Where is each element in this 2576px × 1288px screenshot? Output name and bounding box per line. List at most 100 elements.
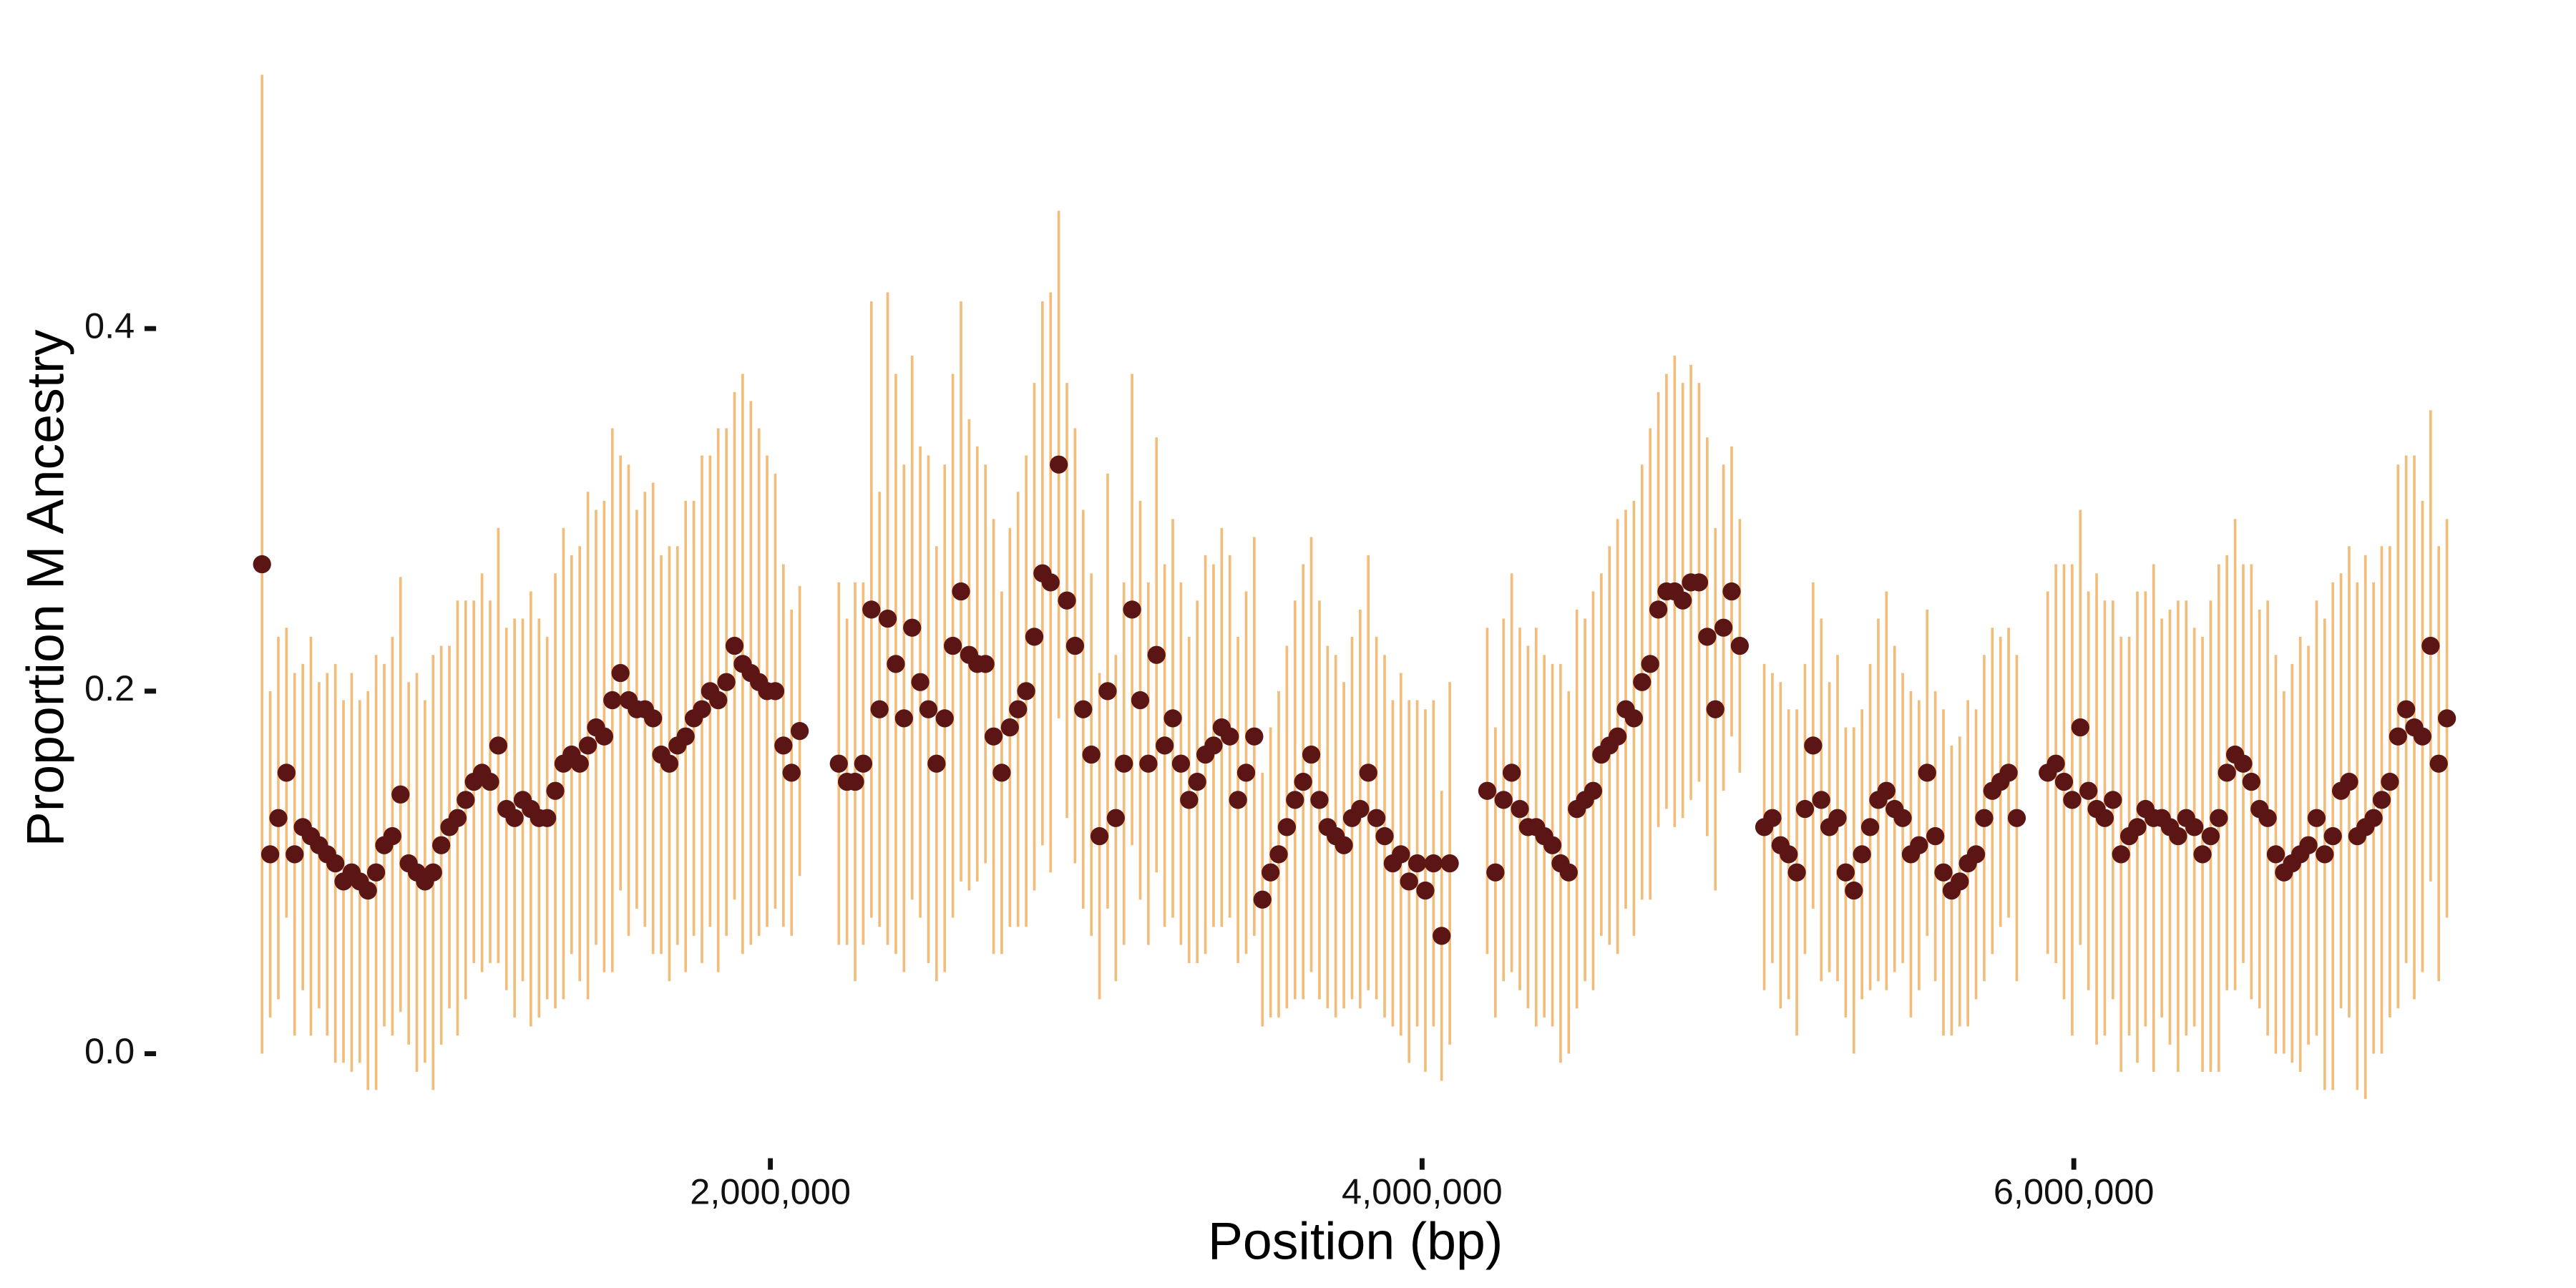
point xyxy=(1706,700,1724,718)
point xyxy=(2381,772,2399,791)
point xyxy=(1147,645,1166,664)
point xyxy=(1074,700,1093,718)
x-tick-label: 2,000,000 xyxy=(690,1171,851,1211)
point xyxy=(1236,763,1256,782)
point xyxy=(2007,809,2026,827)
point xyxy=(1975,809,1994,827)
point xyxy=(1131,691,1150,710)
y-tick-label: 0.0 xyxy=(84,1030,135,1071)
point xyxy=(709,691,728,710)
point xyxy=(1302,745,1321,764)
point xyxy=(2071,718,2089,737)
point xyxy=(570,754,589,773)
point xyxy=(1392,845,1410,864)
point xyxy=(1543,836,1562,854)
point xyxy=(2307,809,2326,827)
point xyxy=(846,772,864,791)
point xyxy=(1440,854,1459,873)
point xyxy=(2340,772,2358,791)
point xyxy=(1424,854,1443,873)
point xyxy=(1795,799,1815,819)
point xyxy=(676,727,695,746)
point xyxy=(1269,845,1288,864)
point xyxy=(358,881,377,900)
point xyxy=(894,709,913,728)
point xyxy=(1877,781,1896,800)
point xyxy=(2218,763,2236,782)
point xyxy=(1163,709,1182,728)
point xyxy=(1115,754,1133,773)
point xyxy=(976,655,995,673)
point xyxy=(286,845,304,864)
x-tick-label: 6,000,000 xyxy=(1994,1171,2155,1211)
point xyxy=(1804,736,1823,755)
point xyxy=(277,763,296,782)
point xyxy=(1065,636,1085,655)
point xyxy=(1359,763,1377,782)
point xyxy=(489,736,507,755)
point xyxy=(505,809,524,827)
point xyxy=(1674,591,1692,610)
point xyxy=(725,636,744,655)
point xyxy=(1860,818,1880,836)
point xyxy=(1294,772,1312,791)
point xyxy=(887,655,905,673)
point xyxy=(1221,727,1239,746)
point xyxy=(2242,772,2260,791)
point xyxy=(269,809,288,827)
point xyxy=(1058,591,1076,610)
point xyxy=(992,763,1011,782)
point xyxy=(2397,700,2416,718)
point xyxy=(878,609,897,628)
point xyxy=(944,636,962,655)
point xyxy=(919,700,938,718)
x-axis-title: Position (bp) xyxy=(1208,1211,1503,1271)
point xyxy=(595,727,613,746)
point xyxy=(1188,772,1206,791)
point xyxy=(1584,781,1603,800)
point xyxy=(2046,754,2065,773)
point xyxy=(1633,673,1652,691)
point xyxy=(603,691,622,710)
point xyxy=(2128,818,2147,836)
point xyxy=(1918,763,1936,782)
point xyxy=(2104,791,2122,809)
point xyxy=(1845,881,1863,900)
point xyxy=(1082,745,1101,764)
point xyxy=(1478,781,1497,800)
point xyxy=(1277,818,1297,836)
point xyxy=(1828,809,1847,827)
point xyxy=(1335,836,1353,854)
point xyxy=(903,618,922,637)
point xyxy=(1090,826,1109,846)
point xyxy=(2210,809,2228,827)
point xyxy=(1180,791,1199,809)
point xyxy=(1853,845,1871,864)
point xyxy=(1624,709,1644,728)
point xyxy=(1714,618,1733,637)
point xyxy=(1433,927,1451,945)
point xyxy=(1893,809,1912,827)
point xyxy=(1722,582,1741,601)
point xyxy=(1780,845,1798,864)
point xyxy=(1123,600,1141,619)
point xyxy=(2299,836,2318,854)
point xyxy=(2437,709,2457,728)
point xyxy=(790,721,809,741)
point xyxy=(717,673,736,691)
point xyxy=(457,791,475,809)
point xyxy=(366,863,386,882)
point xyxy=(1999,763,2018,782)
point xyxy=(1910,836,1928,854)
point xyxy=(1698,628,1717,646)
point xyxy=(1641,655,1659,673)
point xyxy=(1559,863,1578,882)
point xyxy=(1608,727,1627,746)
point xyxy=(2193,845,2212,864)
point xyxy=(2095,809,2114,827)
point xyxy=(1286,791,1304,809)
point xyxy=(260,845,280,864)
point xyxy=(2054,772,2074,791)
